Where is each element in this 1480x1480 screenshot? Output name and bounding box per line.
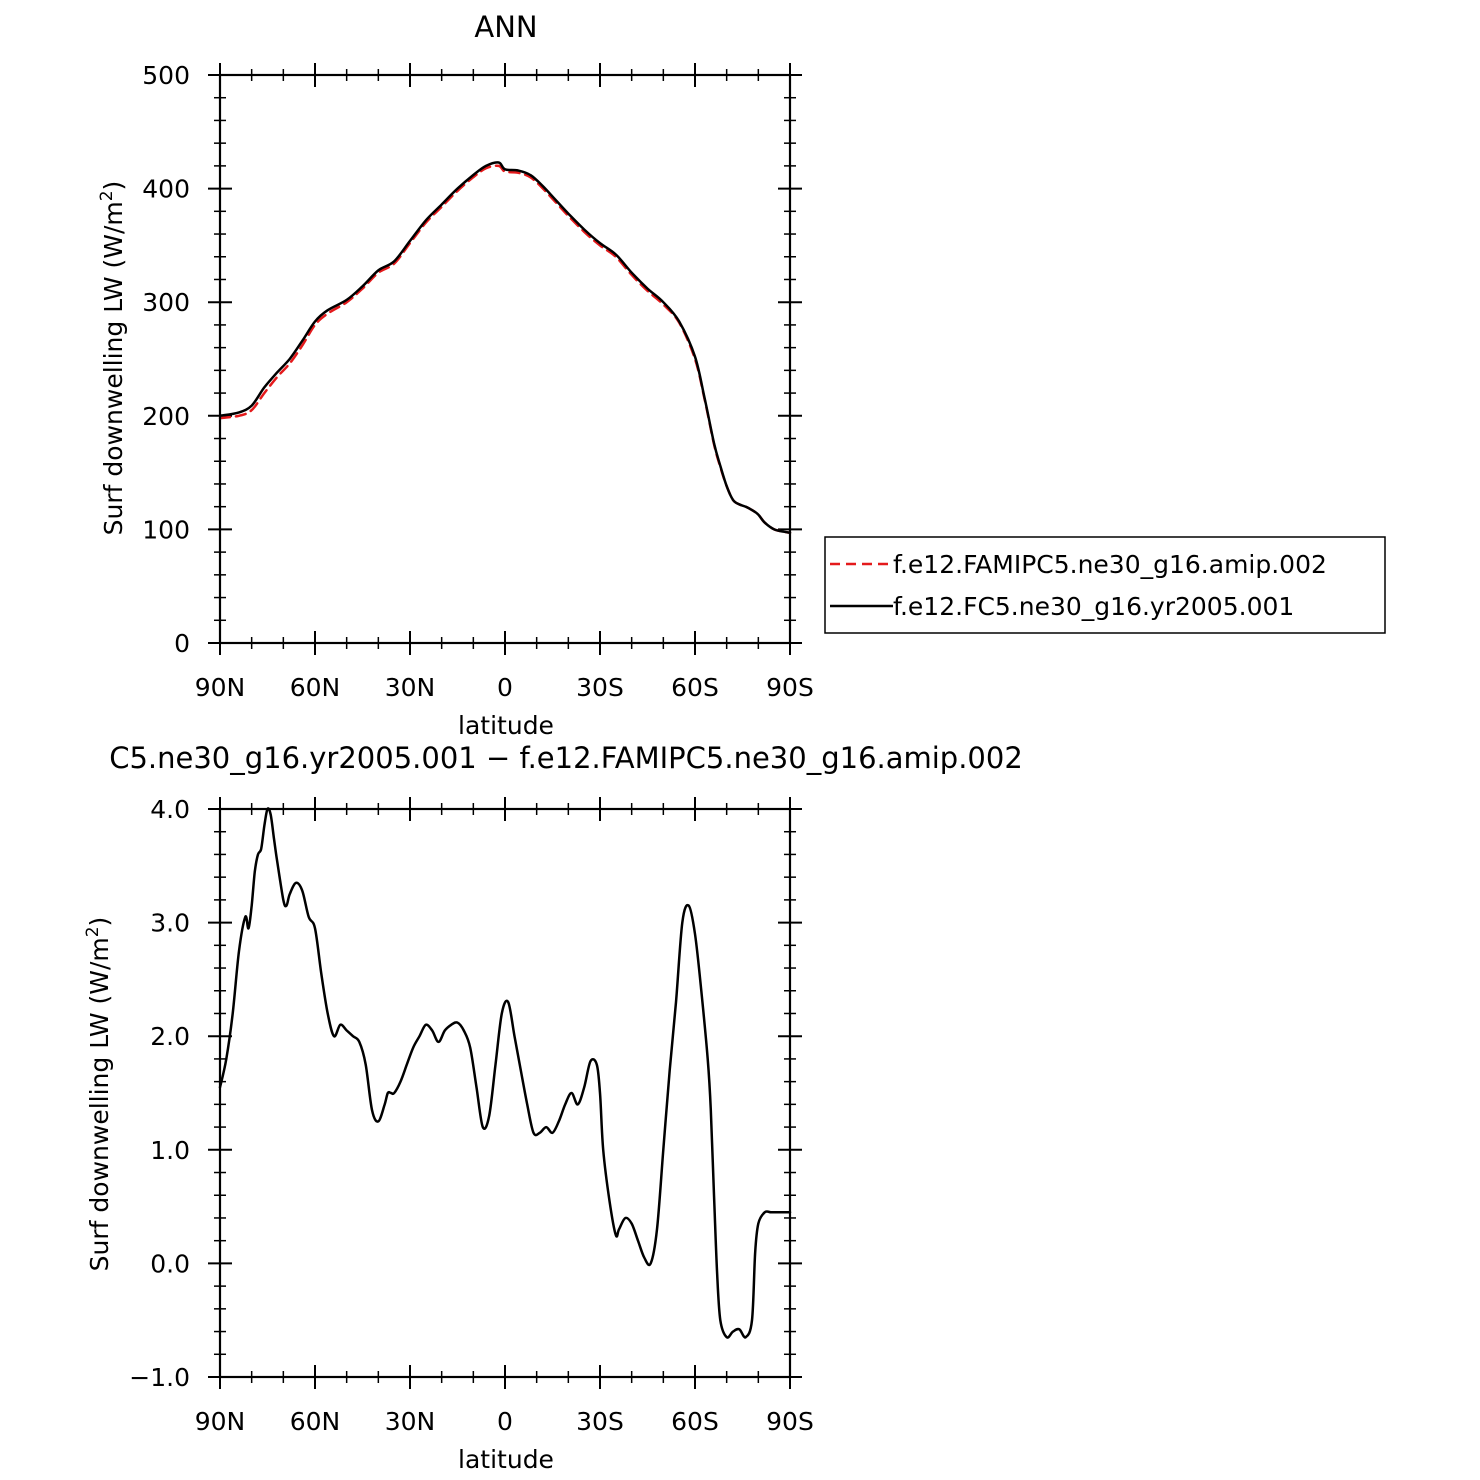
legend-box bbox=[824, 536, 1386, 634]
top-y-axis-label: Surf downwelling LW (W/m2) bbox=[97, 181, 128, 536]
top-y-tick-label: 400 bbox=[142, 175, 190, 204]
top-x-axis-label: latitude bbox=[458, 711, 554, 740]
bottom-chart-title: C5.ne30_g16.yr2005.001 − f.e12.FAMIPC5.n… bbox=[109, 741, 1023, 775]
bottom-tick-labels: −1.0 0.0 1.0 2.0 3.0 4.0 90N 60N 30N 0 30S 60S 90S bbox=[129, 795, 814, 1436]
top-tick-labels: 0 100 200 300 400 500 90N 60N 30N 0 30S 60S 90S bbox=[142, 61, 814, 702]
top-x-tick-label: 90S bbox=[766, 673, 814, 702]
top-panel: ANN Surf downwelling LW (W/m2) latitude … bbox=[97, 10, 1386, 740]
top-x-tick-label: 30S bbox=[576, 673, 624, 702]
bottom-x-tick-label: 60N bbox=[290, 1407, 341, 1436]
bottom-y-tick-label: −1.0 bbox=[129, 1363, 190, 1392]
bottom-panel: C5.ne30_g16.yr2005.001 − f.e12.FAMIPC5.n… bbox=[83, 741, 1023, 1474]
top-series-line-1 bbox=[218, 161, 792, 535]
top-x-tick-label: 90N bbox=[195, 673, 246, 702]
bottom-x-axis-label: latitude bbox=[458, 1445, 554, 1474]
bottom-x-tick-label: 0 bbox=[497, 1407, 513, 1436]
bottom-y-tick-label: 1.0 bbox=[150, 1136, 190, 1165]
bottom-y-tick-label: 3.0 bbox=[150, 909, 190, 938]
top-y-tick-label: 300 bbox=[142, 288, 190, 317]
bottom-y-tick-label: 4.0 bbox=[150, 795, 190, 824]
top-series bbox=[218, 161, 792, 535]
top-x-tick-label: 60S bbox=[671, 673, 719, 702]
bottom-series-line-0 bbox=[218, 807, 792, 1339]
top-y-tick-label: 100 bbox=[142, 515, 190, 544]
bottom-series bbox=[218, 807, 792, 1339]
top-x-tick-label: 60N bbox=[290, 673, 341, 702]
top-chart-title: ANN bbox=[474, 10, 537, 44]
top-y-tick-label: 0 bbox=[174, 629, 190, 658]
bottom-x-tick-label: 60S bbox=[671, 1407, 719, 1436]
bottom-ticks bbox=[208, 797, 802, 1389]
bottom-x-tick-label: 30N bbox=[385, 1407, 436, 1436]
legend-entry-yr2005: f.e12.FC5.ne30_g16.yr2005.001 bbox=[893, 592, 1294, 621]
bottom-y-axis-label: Surf downwelling LW (W/m2) bbox=[83, 917, 114, 1272]
bottom-x-tick-label: 90S bbox=[766, 1407, 814, 1436]
bottom-y-tick-label: 0.0 bbox=[150, 1249, 190, 1278]
legend-entry-amip: f.e12.FAMIPC5.ne30_g16.amip.002 bbox=[893, 550, 1327, 579]
top-x-tick-label: 30N bbox=[385, 673, 436, 702]
legend: f.e12.FAMIPC5.ne30_g16.amip.002 f.e12.FC… bbox=[824, 536, 1386, 634]
bottom-x-tick-label: 30S bbox=[576, 1407, 624, 1436]
top-plot-frame bbox=[218, 73, 792, 645]
top-y-tick-label: 200 bbox=[142, 402, 190, 431]
top-series-line-0 bbox=[218, 164, 792, 535]
top-y-tick-label: 500 bbox=[142, 61, 190, 90]
bottom-x-tick-label: 90N bbox=[195, 1407, 246, 1436]
top-ticks bbox=[208, 63, 802, 655]
bottom-y-tick-label: 2.0 bbox=[150, 1022, 190, 1051]
top-x-tick-label: 0 bbox=[497, 673, 513, 702]
bottom-plot-frame bbox=[218, 807, 792, 1379]
